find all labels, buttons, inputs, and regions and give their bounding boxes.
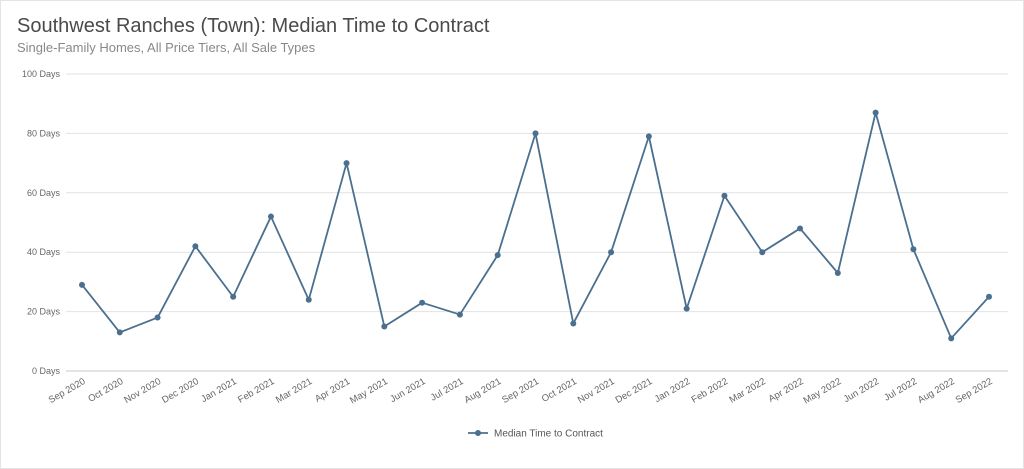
- x-tick-label: Sep 2020: [47, 376, 88, 406]
- data-point: [532, 130, 539, 137]
- x-tick-label: Aug 2022: [916, 376, 957, 406]
- data-point: [834, 269, 841, 276]
- x-tick-label: Oct 2021: [540, 376, 579, 405]
- legend-label: Median Time to Contract: [494, 429, 603, 440]
- x-tick-label: Mar 2022: [727, 376, 767, 406]
- x-tick-label: Aug 2021: [462, 376, 503, 406]
- data-point: [721, 192, 728, 199]
- x-tick-label: Mar 2021: [274, 376, 314, 406]
- data-point: [79, 281, 85, 288]
- data-point: [948, 335, 955, 342]
- x-tick-label: Dec 2021: [614, 376, 655, 406]
- y-tick-label: 20 Days: [27, 307, 61, 317]
- data-point: [230, 293, 237, 300]
- data-point: [608, 249, 615, 256]
- x-tick-label: Sep 2022: [954, 376, 995, 406]
- data-point: [797, 225, 804, 232]
- x-tick-label: Oct 2020: [86, 376, 125, 405]
- data-point: [305, 296, 312, 303]
- x-tick-label: Nov 2021: [576, 376, 617, 406]
- data-point: [872, 109, 879, 116]
- x-tick-label: Jul 2022: [882, 376, 919, 403]
- data-point: [456, 311, 463, 318]
- y-tick-label: 100 Days: [22, 69, 61, 79]
- x-tick-label: Jul 2021: [429, 376, 466, 403]
- data-point: [154, 314, 161, 321]
- data-point: [494, 252, 501, 259]
- x-tick-label: Dec 2020: [160, 376, 201, 406]
- data-point: [116, 329, 123, 336]
- x-tick-label: Feb 2021: [236, 376, 276, 406]
- x-tick-label: Sep 2021: [500, 376, 541, 406]
- data-point: [267, 213, 274, 220]
- x-tick-label: Jun 2022: [842, 376, 881, 405]
- chart-title: Southwest Ranches (Town): Median Time to…: [17, 15, 490, 37]
- x-tick-label: Jan 2021: [199, 376, 238, 405]
- x-tick-label: Jan 2022: [653, 376, 692, 405]
- data-point: [343, 160, 350, 167]
- data-point: [645, 133, 652, 140]
- data-point: [570, 320, 577, 327]
- legend-marker: [475, 430, 481, 436]
- data-point: [381, 323, 388, 330]
- x-tick-label: Nov 2020: [122, 376, 163, 406]
- x-tick-label: May 2022: [802, 376, 844, 406]
- x-tick-label: Apr 2021: [313, 376, 352, 405]
- data-point: [683, 305, 690, 312]
- y-tick-label: 60 Days: [27, 188, 61, 198]
- data-point: [986, 293, 992, 300]
- x-tick-label: Feb 2022: [690, 376, 730, 406]
- data-point: [759, 249, 766, 256]
- data-point: [192, 243, 199, 250]
- y-tick-label: 80 Days: [27, 128, 61, 138]
- data-point: [910, 246, 917, 253]
- y-tick-label: 0 Days: [32, 366, 61, 376]
- x-tick-label: Jun 2021: [388, 376, 427, 405]
- x-tick-label: Apr 2022: [767, 376, 806, 405]
- series-line: [81, 111, 990, 340]
- chart-subtitle: Single-Family Homes, All Price Tiers, Al…: [17, 40, 316, 55]
- x-tick-label: May 2021: [348, 376, 390, 406]
- y-tick-label: 40 Days: [27, 247, 61, 257]
- data-point: [419, 299, 426, 306]
